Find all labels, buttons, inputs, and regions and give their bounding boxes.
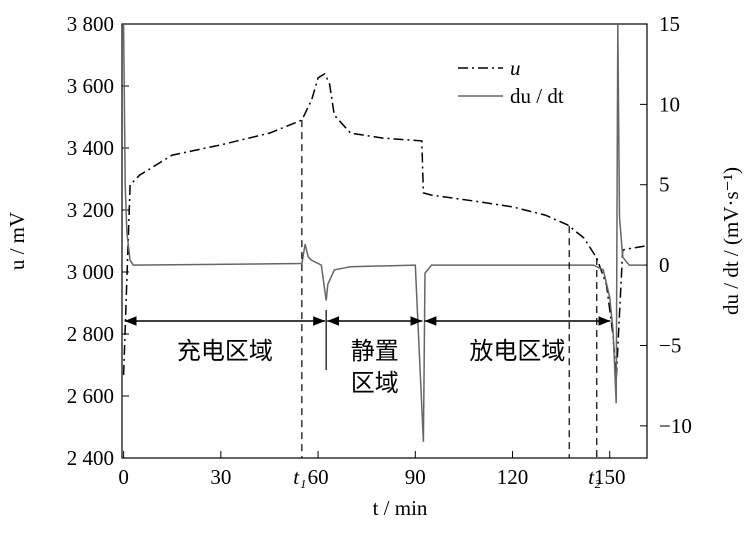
x-tick-label: 30 (210, 465, 231, 489)
x-axis-label: t / min (373, 496, 428, 520)
y-tick-label: 3 000 (67, 260, 114, 284)
x-tick-label: 0 (118, 465, 129, 489)
y2-tick-label: −10 (659, 414, 692, 438)
region-label: 充电区域 (177, 338, 273, 365)
y2-tick-label: 0 (659, 253, 670, 277)
data-line (122, 72, 646, 380)
region-label: 放电区域 (469, 338, 565, 365)
y2-tick-label: 5 (659, 173, 670, 197)
x-tick-label: 90 (405, 465, 426, 489)
y2-tick-label: 15 (659, 12, 680, 36)
y-tick-label: 2 400 (67, 446, 114, 470)
annotation: t₁ (293, 465, 306, 489)
x-tick-label: 120 (497, 465, 529, 489)
region-label: 静置 (351, 338, 399, 365)
legend-label: u (510, 56, 521, 80)
annotation: t₂ (588, 465, 601, 489)
y-tick-label: 2 800 (67, 322, 114, 346)
y-tick-label: 2 600 (67, 384, 114, 408)
y-tick-label: 3 200 (67, 198, 114, 222)
legend-label: du / dt (510, 84, 564, 108)
y2-tick-label: 10 (659, 92, 680, 116)
y-axis-label: u / mV (5, 212, 29, 270)
plot-frame (121, 23, 648, 459)
y-tick-label: 3 400 (67, 136, 114, 160)
y-tick-label: 3 600 (67, 74, 114, 98)
y2-tick-label: −5 (659, 333, 681, 357)
x-tick-label: 60 (308, 465, 329, 489)
x-tick-label: 150 (594, 465, 626, 489)
data-line (122, 23, 646, 442)
region-label: 区域 (351, 370, 399, 397)
y-tick-label: 3 800 (67, 12, 114, 36)
y2-axis-label: du / dt / (mV·s⁻¹) (719, 167, 743, 315)
